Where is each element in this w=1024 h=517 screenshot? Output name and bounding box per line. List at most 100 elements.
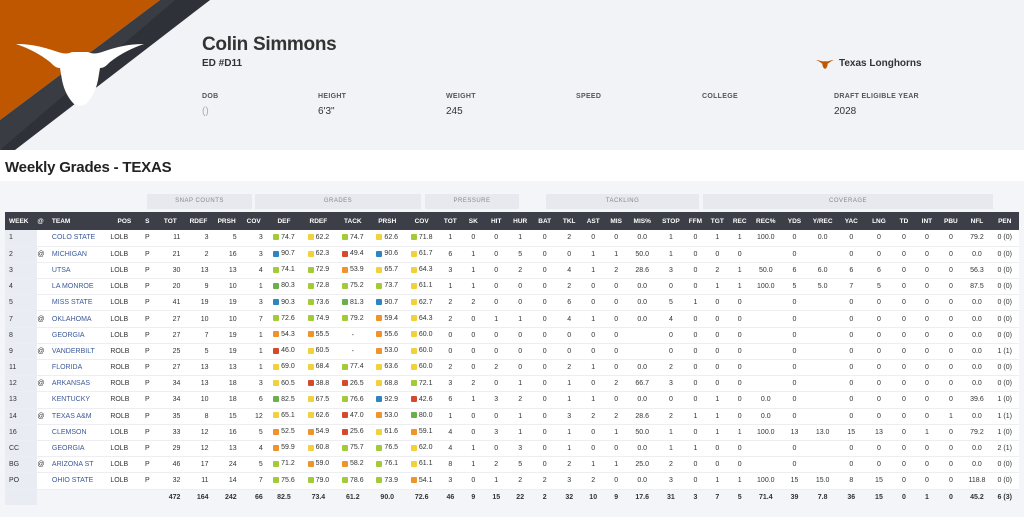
- table-row: 14 @ TEXAS A&M ROLB P 35 8 15 12 65.1 62.6 47.0 53.0…: [5, 408, 1019, 425]
- column-header[interactable]: RDEF: [184, 212, 213, 230]
- grade-indicator-icon: [376, 380, 383, 387]
- stat-cell: 1: [581, 262, 605, 280]
- stat-cell: ROLB: [110, 375, 139, 393]
- team-link[interactable]: Texas Longhorns: [816, 58, 922, 69]
- grade-indicator-icon: [342, 460, 348, 467]
- grade-indicator-icon: [307, 380, 314, 387]
- bio-college: COLLEGE: [702, 93, 738, 106]
- opponent-link[interactable]: GEORGIA: [51, 440, 111, 458]
- column-header[interactable]: TEAM: [51, 212, 111, 230]
- opponent-link[interactable]: OKLAHOMA: [51, 310, 111, 328]
- column-header[interactable]: COV: [240, 212, 267, 230]
- stat-cell: 0 (0): [990, 327, 1019, 344]
- column-header[interactable]: TGT: [705, 212, 729, 230]
- opponent-link[interactable]: OHIO STATE: [51, 472, 111, 490]
- column-header[interactable]: MIS: [604, 212, 628, 230]
- opponent-link[interactable]: TEXAS A&M: [51, 408, 111, 425]
- column-header[interactable]: BAT: [532, 212, 557, 230]
- opponent-link[interactable]: CLEMSON: [51, 424, 111, 441]
- column-header[interactable]: DEF: [266, 212, 302, 230]
- stat-cell: 0: [915, 246, 939, 263]
- column-header[interactable]: PEN: [990, 212, 1019, 230]
- opponent-link[interactable]: COLO STATE: [51, 230, 111, 247]
- column-header[interactable]: FFM: [684, 212, 706, 230]
- column-header[interactable]: RDEF: [301, 212, 336, 230]
- week-cell: 7: [5, 310, 38, 328]
- column-header[interactable]: PBU: [938, 212, 964, 230]
- stat-cell: @: [37, 375, 52, 393]
- column-header[interactable]: STOP: [656, 212, 685, 230]
- column-header[interactable]: TOT: [438, 212, 462, 230]
- column-header[interactable]: WEEK: [5, 212, 38, 230]
- stat-cell: 0: [837, 408, 866, 425]
- column-header[interactable]: POS: [110, 212, 139, 230]
- stat-cell: 0 (0): [990, 472, 1019, 490]
- player-name: Colin Simmons: [202, 34, 337, 55]
- column-header[interactable]: PRSH: [370, 212, 405, 230]
- column-header[interactable]: NFL: [963, 212, 991, 230]
- column-header[interactable]: HIT: [484, 212, 508, 230]
- stat-cell: 1: [705, 278, 729, 296]
- column-header[interactable]: Y/REC: [808, 212, 838, 230]
- player-position-number: ED #D11: [202, 58, 243, 69]
- opponent-link[interactable]: LA MONROE: [51, 278, 111, 296]
- column-header[interactable]: TACK: [335, 212, 371, 230]
- stat-cell: 0: [865, 246, 893, 263]
- opponent-link[interactable]: GEORGIA: [51, 327, 111, 344]
- opponent-link[interactable]: ARKANSAS: [51, 375, 111, 393]
- column-header[interactable]: SK: [461, 212, 485, 230]
- stat-cell: 2: [438, 359, 462, 377]
- column-header[interactable]: S: [138, 212, 157, 230]
- grade-cell: 62.6: [370, 230, 405, 247]
- stat-cell: 0: [581, 230, 605, 247]
- opponent-link[interactable]: MISS STATE: [51, 294, 111, 312]
- stat-cell: 1: [705, 391, 729, 409]
- stat-cell: 2: [604, 408, 628, 425]
- opponent-link[interactable]: KENTUCKY: [51, 391, 111, 409]
- column-header[interactable]: REC: [728, 212, 751, 230]
- grade-cell: 46.0: [266, 343, 302, 361]
- opponent-link[interactable]: UTSA: [51, 262, 111, 280]
- stat-cell: 2: [705, 262, 729, 280]
- stat-cell: 0: [604, 327, 628, 344]
- stat-cell: [808, 456, 838, 474]
- stat-cell: 20: [156, 278, 185, 296]
- grade-indicator-icon: [307, 460, 314, 467]
- grade-indicator-icon: [342, 250, 348, 257]
- stat-cell: 3: [684, 489, 706, 506]
- stat-cell: 0: [581, 278, 605, 296]
- column-header[interactable]: COV: [404, 212, 439, 230]
- grade-cell: 60.0: [404, 343, 439, 361]
- column-header[interactable]: LNG: [865, 212, 893, 230]
- column-header[interactable]: HUR: [507, 212, 533, 230]
- column-header[interactable]: @: [37, 212, 52, 230]
- stat-cell: 6: [556, 294, 582, 312]
- stat-cell: 1: [438, 230, 462, 247]
- grade-cell: 26.5: [335, 375, 371, 393]
- stat-cell: 0: [892, 294, 916, 312]
- opponent-link[interactable]: FLORIDA: [51, 359, 111, 377]
- opponent-link[interactable]: ARIZONA ST: [51, 456, 111, 474]
- column-header[interactable]: YAC: [837, 212, 866, 230]
- column-header[interactable]: TOT: [156, 212, 185, 230]
- stat-cell: P: [138, 246, 157, 263]
- column-header[interactable]: INT: [915, 212, 939, 230]
- stat-cell: 1: [438, 278, 462, 296]
- stat-cell: 0: [915, 391, 939, 409]
- column-header[interactable]: MIS%: [627, 212, 657, 230]
- week-cell: 1: [5, 230, 38, 247]
- section-title: Weekly Grades - TEXAS: [5, 159, 172, 176]
- stat-cell: 36: [837, 489, 866, 506]
- stat-cell: 0: [892, 310, 916, 328]
- column-header[interactable]: TD: [892, 212, 916, 230]
- stat-cell: 0: [705, 456, 729, 474]
- column-header[interactable]: TKL: [556, 212, 582, 230]
- bio-label: DOB: [202, 93, 219, 100]
- stat-cell: 0: [938, 359, 964, 377]
- column-header[interactable]: PRSH: [212, 212, 241, 230]
- opponent-link[interactable]: VANDERBILT: [51, 343, 111, 361]
- column-header[interactable]: YDS: [780, 212, 809, 230]
- column-header[interactable]: REC%: [750, 212, 781, 230]
- column-header[interactable]: AST: [581, 212, 605, 230]
- opponent-link[interactable]: MICHIGAN: [51, 246, 111, 263]
